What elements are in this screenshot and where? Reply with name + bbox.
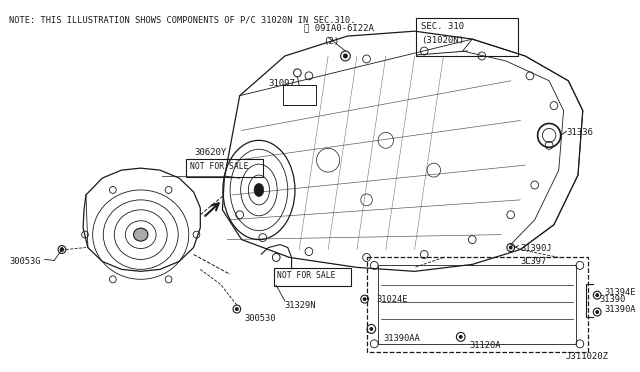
Text: NOTE: THIS ILLUSTRATION SHOWS COMPONENTS OF P/C 31020N IN SEC.310.: NOTE: THIS ILLUSTRATION SHOWS COMPONENTS…	[9, 15, 356, 24]
Text: 31336: 31336	[566, 128, 593, 137]
Bar	[378, 265, 576, 344]
Text: 30620Y: 30620Y	[195, 148, 227, 157]
Text: 30053G: 30053G	[9, 257, 40, 266]
Text: 31024E: 31024E	[376, 295, 408, 304]
Text: Ⓑ 09IA0-6I22A: Ⓑ 09IA0-6I22A	[304, 23, 374, 32]
Text: 31390AA: 31390AA	[384, 334, 420, 343]
Text: 31390A: 31390A	[605, 305, 636, 314]
Circle shape	[60, 247, 64, 251]
Circle shape	[595, 293, 599, 297]
Text: 31120A: 31120A	[469, 341, 501, 350]
Text: (31020N): (31020N)	[421, 36, 465, 45]
Text: 300530: 300530	[244, 314, 276, 323]
Text: 31394E: 31394E	[605, 288, 636, 297]
Circle shape	[369, 327, 373, 331]
Text: NOT FOR SALE: NOT FOR SALE	[277, 271, 336, 280]
Circle shape	[509, 246, 513, 250]
Text: (2): (2)	[323, 37, 339, 46]
Text: 3L397: 3L397	[520, 257, 547, 266]
Text: 31390: 31390	[599, 295, 625, 304]
Circle shape	[595, 310, 599, 314]
Text: NOT FOR SALE: NOT FOR SALE	[189, 162, 248, 171]
Ellipse shape	[254, 183, 264, 196]
Text: SEC. 310: SEC. 310	[421, 22, 465, 31]
Text: J311020Z: J311020Z	[566, 352, 609, 361]
Circle shape	[363, 297, 367, 301]
Bar	[367, 257, 588, 352]
Text: 31097: 31097	[269, 79, 296, 88]
Text: 31329N: 31329N	[285, 301, 316, 310]
Ellipse shape	[134, 228, 148, 241]
Circle shape	[459, 335, 463, 339]
Circle shape	[235, 307, 239, 311]
Text: 31390J: 31390J	[520, 244, 552, 253]
Circle shape	[343, 54, 348, 58]
